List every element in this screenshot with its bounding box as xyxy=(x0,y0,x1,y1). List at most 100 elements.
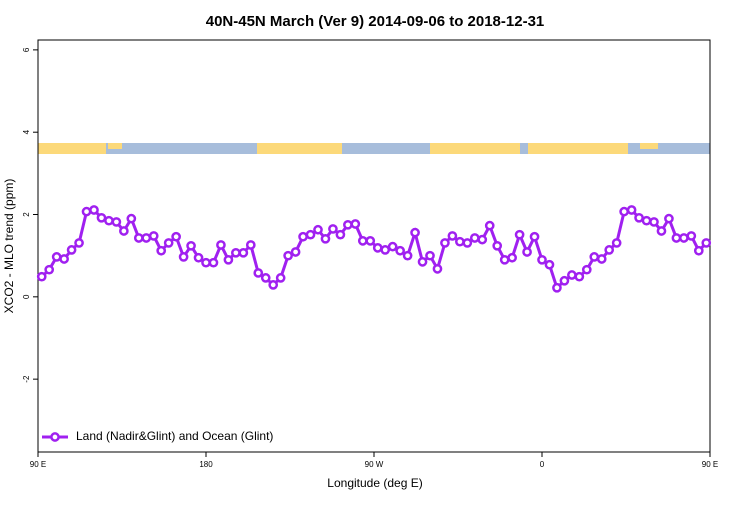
x-tick-label: 90 E xyxy=(30,460,46,469)
data-point xyxy=(290,247,301,257)
x-tick-label: 90 E xyxy=(702,460,718,469)
data-point xyxy=(365,236,376,246)
data-point xyxy=(104,215,114,226)
y-tick-label: -2 xyxy=(22,375,31,383)
data-point xyxy=(604,245,615,255)
data-point xyxy=(253,268,264,278)
land-strip xyxy=(430,143,520,154)
x-tick-label: 0 xyxy=(540,460,545,469)
data-point xyxy=(529,231,540,242)
legend-label: Land (Nadir&Glint) and Ocean (Glint) xyxy=(76,429,273,443)
data-point xyxy=(634,212,644,223)
data-point xyxy=(328,224,338,234)
land-strip xyxy=(38,143,106,154)
data-point xyxy=(492,240,503,251)
data-point xyxy=(51,252,62,262)
data-point xyxy=(223,254,234,265)
data-point xyxy=(44,264,55,275)
data-point xyxy=(193,252,204,263)
data-point xyxy=(231,247,241,258)
legend-marker xyxy=(50,432,60,442)
data-point xyxy=(514,229,525,240)
data-point xyxy=(686,231,697,241)
data-point xyxy=(581,264,592,275)
data-point xyxy=(320,233,331,244)
data-point xyxy=(357,236,368,246)
data-point xyxy=(119,226,129,236)
land-strip xyxy=(108,143,122,149)
data-point xyxy=(641,215,652,226)
data-point xyxy=(611,238,622,248)
data-point xyxy=(141,233,152,243)
data-point xyxy=(260,273,271,283)
data-point xyxy=(298,231,308,242)
data-point xyxy=(245,240,256,250)
data-point xyxy=(111,217,122,227)
data-point xyxy=(522,247,532,257)
chart-title: 40N-45N March (Ver 9) 2014-09-06 to 2018… xyxy=(206,13,545,30)
data-point xyxy=(671,233,682,243)
data-point xyxy=(343,219,353,230)
data-point xyxy=(589,252,600,262)
data-point xyxy=(455,236,465,247)
x-tick-label: 90 W xyxy=(365,460,384,469)
data-point xyxy=(417,256,428,267)
land-strip xyxy=(640,143,658,149)
data-point xyxy=(626,205,637,215)
data-point xyxy=(477,234,488,245)
data-point xyxy=(96,212,107,223)
data-point xyxy=(178,252,189,262)
ocean-strip xyxy=(38,143,710,154)
data-point xyxy=(133,233,144,243)
y-tick-label: 6 xyxy=(22,47,31,52)
data-point xyxy=(679,233,689,243)
data-point xyxy=(156,245,167,256)
data-point xyxy=(432,263,443,274)
data-point xyxy=(559,275,570,286)
data-point xyxy=(387,241,398,252)
data-point xyxy=(499,254,510,265)
data-point xyxy=(596,254,607,264)
data-point xyxy=(186,240,196,251)
data-point xyxy=(447,231,458,241)
data-point xyxy=(163,238,174,248)
x-tick-label: 180 xyxy=(199,460,213,469)
data-point xyxy=(469,233,480,243)
x-axis-label: Longitude (deg E) xyxy=(327,476,422,490)
data-point xyxy=(462,238,473,248)
data-point xyxy=(171,231,181,242)
data-point xyxy=(216,240,226,250)
data-point xyxy=(89,205,99,215)
data-point xyxy=(664,213,674,224)
data-point xyxy=(201,257,211,268)
data-point xyxy=(693,245,704,256)
data-point xyxy=(335,229,346,240)
data-point xyxy=(410,227,420,238)
land-strip xyxy=(257,143,342,154)
data-point xyxy=(74,238,84,248)
data-point xyxy=(305,229,316,240)
data-point xyxy=(440,238,450,248)
data-point xyxy=(148,231,159,241)
data-point xyxy=(395,245,405,256)
data-point xyxy=(619,206,629,217)
data-point xyxy=(350,219,361,229)
y-tick-label: 2 xyxy=(22,212,31,217)
data-point xyxy=(701,238,712,248)
data-point xyxy=(552,282,562,293)
data-point xyxy=(59,254,69,264)
data-point xyxy=(372,243,383,253)
data-point xyxy=(380,245,391,255)
data-point xyxy=(313,224,323,235)
data-point xyxy=(283,250,293,261)
data-point xyxy=(544,259,555,270)
data-point xyxy=(36,271,47,282)
data-point xyxy=(81,206,92,217)
data-point xyxy=(656,226,667,236)
data-point xyxy=(238,247,249,258)
data-point xyxy=(275,273,286,283)
y-tick-label: 4 xyxy=(22,129,31,134)
data-point xyxy=(208,257,219,268)
data-point xyxy=(268,280,279,290)
